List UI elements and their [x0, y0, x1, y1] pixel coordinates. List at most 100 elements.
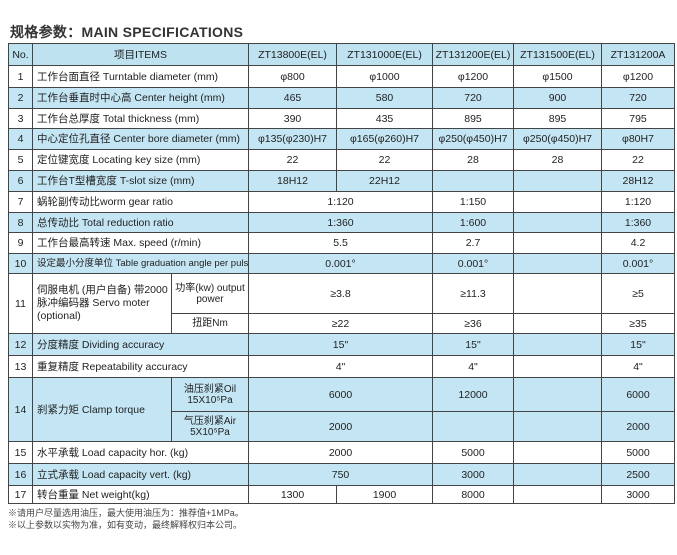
cell	[513, 313, 602, 334]
cell: 1:120	[248, 191, 433, 213]
row-label: 定位键宽度 Locating key size (mm)	[32, 149, 249, 171]
cell: 435	[336, 108, 433, 129]
cell: 6000	[601, 377, 675, 412]
row-no: 10	[8, 253, 33, 274]
cell: 15"	[432, 333, 514, 356]
table-row: 气压刹紧Air 5X10⁵Pa 2000 2000	[9, 411, 675, 442]
cell	[513, 463, 602, 486]
header-model: ZT131000E(EL)	[336, 43, 433, 66]
cell: φ250(φ450)H7	[432, 128, 514, 150]
row-no: 5	[8, 149, 33, 171]
table-row: 3 工作台总厚度 Total thickness (mm) 390 435 895 89…	[8, 108, 675, 129]
table-row: 9 工作台最高转速 Max. speed (r/min) 5.5 2.7 4.2	[8, 232, 675, 254]
cell: φ1500	[513, 65, 602, 88]
cell: 795	[601, 108, 675, 129]
row-no: 4	[8, 128, 33, 150]
cell: 8000	[432, 485, 514, 504]
sub-label: 油压刹紧Oil 15X10⁵Pa	[171, 377, 249, 412]
row-no: 6	[8, 170, 33, 192]
cell: 2000	[248, 411, 433, 442]
row-no: 15	[8, 441, 33, 464]
row-label: 立式承载 Load capacity vert. (kg)	[32, 463, 249, 486]
cell: 4"	[248, 355, 433, 378]
row-label: 水平承载 Load capacity hor. (kg)	[32, 441, 249, 464]
cell: 22	[248, 149, 337, 171]
header-row: No. 项目ITEMS ZT13800E(EL) ZT131000E(EL) Z…	[8, 43, 675, 66]
row-no: 8	[8, 212, 33, 233]
header-model: ZT131200A	[601, 43, 675, 66]
row-label: 工作台最高转速 Max. speed (r/min)	[32, 232, 249, 254]
cell	[513, 212, 602, 233]
cell	[432, 411, 514, 442]
cell: φ165(φ260)H7	[336, 128, 433, 150]
table-row: 17 转台重量 Net weight(kg) 1300 1900 8000 3000	[8, 485, 675, 504]
cell: 895	[513, 108, 602, 129]
cell: 0.001°	[601, 253, 675, 274]
header-items: 项目ITEMS	[32, 43, 249, 66]
cell	[513, 355, 602, 378]
cell: 720	[432, 87, 514, 109]
row-label: 工作台垂直时中心高 Center height (mm)	[32, 87, 249, 109]
cell: φ135(φ230)H7	[248, 128, 337, 150]
cell: φ80H7	[601, 128, 675, 150]
specifications-table: No. 项目ITEMS ZT13800E(EL) ZT131000E(EL) Z…	[8, 43, 675, 504]
cell: 720	[601, 87, 675, 109]
cell: 28	[513, 149, 602, 171]
header-model: ZT13800E(EL)	[248, 43, 337, 66]
cell: φ1000	[336, 65, 433, 88]
cell: 5.5	[248, 232, 433, 254]
row-label: 分度精度 Dividing accuracy	[32, 333, 249, 356]
cell: 22H12	[336, 170, 433, 192]
row-label: 刹紧力矩 Clamp torque	[32, 377, 172, 442]
table-row: 6 工作台T型槽宽度 T-slot size (mm) 18H12 22H12 28H…	[8, 170, 675, 192]
cell	[513, 191, 602, 213]
row-label: 工作台面直径 Turntable diameter (mm)	[32, 65, 249, 88]
cell: 28	[432, 149, 514, 171]
cell: 1:360	[601, 212, 675, 233]
row-label: 蜗轮副传动比worm gear ratio	[32, 191, 249, 213]
row-no: 12	[8, 333, 33, 356]
row-no: 3	[8, 108, 33, 129]
footnote: ※以上参数以实物为准，如有变动，最终解释权归本公司。	[8, 520, 243, 530]
cell: 900	[513, 87, 602, 109]
cell: 15"	[601, 333, 675, 356]
cell	[513, 441, 602, 464]
row-label: 中心定位孔直径 Center bore diameter (mm)	[32, 128, 249, 150]
row-label: 工作台T型槽宽度 T-slot size (mm)	[32, 170, 249, 192]
cell	[432, 170, 514, 192]
cell	[513, 273, 602, 314]
cell: 465	[248, 87, 337, 109]
cell: ≥5	[601, 273, 675, 314]
cell: 1300	[248, 485, 337, 504]
cell: 1:120	[601, 191, 675, 213]
cell	[513, 232, 602, 254]
table-row: 12 分度精度 Dividing accuracy 15" 15" 15"	[8, 333, 675, 356]
row-label: 设定最小分度单位 Table graduation angle per puls…	[32, 253, 249, 274]
header-model: ZT131500E(EL)	[513, 43, 602, 66]
footnote: ※请用户尽量选用油压，最大使用油压为：推荐值+1MPa。	[8, 508, 244, 518]
table-row: 15 水平承载 Load capacity hor. (kg) 2000 5000 5…	[8, 441, 675, 464]
table-row: 1 工作台面直径 Turntable diameter (mm) φ800 φ100…	[8, 65, 675, 88]
table-row: 8 总传动比 Total reduction ratio 1:360 1:600 1:…	[8, 212, 675, 233]
cell: ≥22	[248, 313, 433, 334]
cell: 1:600	[432, 212, 514, 233]
cell	[513, 485, 602, 504]
cell: ≥3.8	[248, 273, 433, 314]
cell: 12000	[432, 377, 514, 412]
cell: 4.2	[601, 232, 675, 254]
table-row: 13 重复精度 Repeatability accuracy 4" 4" 4"	[8, 355, 675, 378]
cell: φ1200	[601, 65, 675, 88]
page-title: 规格参数：MAIN SPECIFICATIONS	[10, 24, 244, 40]
row-label: 伺服电机 (用户自备) 带2000脉冲编码器 Servo moter (opti…	[32, 273, 172, 334]
table-row: 10 设定最小分度单位 Table graduation angle per pu…	[8, 253, 675, 274]
cell	[513, 411, 602, 442]
cell: 0.001°	[248, 253, 433, 274]
cell: φ1200	[432, 65, 514, 88]
cell: 2.7	[432, 232, 514, 254]
cell: ≥35	[601, 313, 675, 334]
table-row: 14 刹紧力矩 Clamp torque 油压刹紧Oil 15X10⁵Pa 60…	[8, 377, 675, 442]
cell: 3000	[601, 485, 675, 504]
table-row: 2 工作台垂直时中心高 Center height (mm) 465 580 720 9…	[8, 87, 675, 109]
cell: ≥36	[432, 313, 514, 334]
cell: 1:150	[432, 191, 514, 213]
